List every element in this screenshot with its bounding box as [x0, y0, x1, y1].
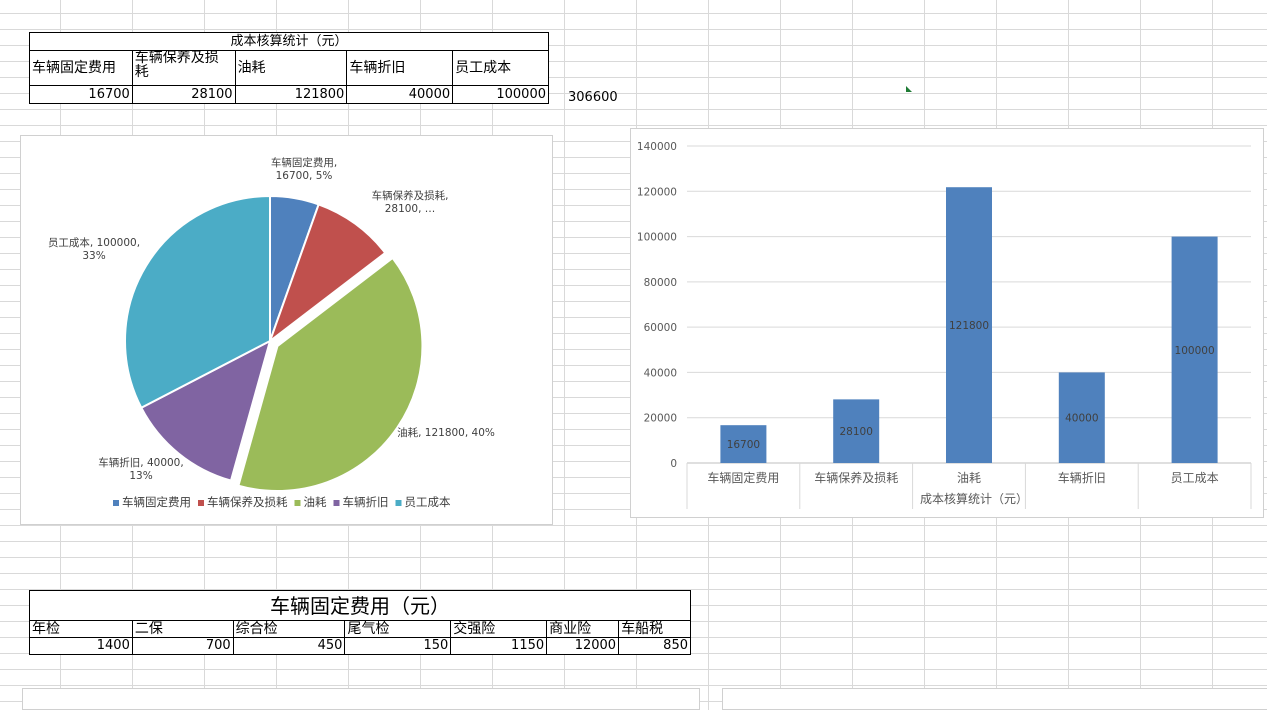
x-category-label: 车辆固定费用 [707, 470, 779, 485]
bar-data-label: 28100 [839, 426, 872, 438]
fixed-value-cell[interactable]: 450 [232, 637, 346, 655]
fixed-value-cell[interactable]: 150 [344, 637, 452, 655]
fixed-header-cell[interactable]: 车船税 [618, 620, 691, 638]
legend-label: 车辆保养及损耗 [207, 495, 288, 509]
cost-value-cell[interactable]: 121800 [234, 85, 348, 104]
cost-header-cell[interactable]: 车辆折旧 [346, 50, 454, 86]
bar[interactable] [720, 425, 767, 463]
pie-data-label: 油耗, 121800, 40% [397, 426, 495, 439]
cost-value-cell[interactable]: 28100 [131, 85, 236, 104]
fixed-header-cell[interactable]: 交强险 [450, 620, 548, 638]
pie-data-label: 16700, 5% [276, 170, 333, 182]
y-tick-label: 100000 [637, 232, 677, 244]
x-category-label: 车辆折旧 [1058, 470, 1106, 485]
pie-data-label: 车辆折旧, 40000, [98, 456, 183, 469]
legend-label: 车辆固定费用 [122, 495, 191, 509]
cost-value-cell[interactable]: 40000 [346, 85, 454, 104]
x-axis-title: 成本核算统计（元） [920, 491, 1028, 506]
pie-slice[interactable] [124, 194, 271, 410]
y-tick-label: 40000 [644, 367, 677, 379]
legend-swatch [333, 500, 340, 506]
pie-data-label: 13% [129, 470, 152, 482]
fixed-header-cell[interactable]: 综合检 [232, 620, 346, 638]
cost-table: 成本核算统计（元） 车辆固定费用 车辆保养及损耗 油耗 车辆折旧 员工成本 16… [29, 32, 549, 104]
y-tick-label: 20000 [644, 413, 677, 425]
x-category-label: 车辆保养及损耗 [814, 470, 898, 485]
pie-data-label: 车辆固定费用, [271, 156, 337, 169]
bar[interactable] [1058, 372, 1105, 463]
cost-value-cell[interactable]: 100000 [452, 85, 549, 104]
fixed-value-cell[interactable]: 850 [618, 637, 691, 655]
pie-data-label: 33% [82, 250, 105, 262]
cost-header-cell[interactable]: 油耗 [234, 50, 348, 86]
y-tick-label: 140000 [637, 141, 677, 153]
bar[interactable] [946, 187, 992, 463]
y-tick-label: 80000 [644, 277, 677, 289]
x-category-label: 油耗 [957, 471, 981, 485]
legend-label: 油耗 [304, 495, 327, 509]
bar-data-label: 16700 [727, 439, 760, 451]
cell-comment-marker [906, 86, 912, 92]
cost-header-cell[interactable]: 员工成本 [452, 50, 549, 86]
pie-chart[interactable]: 车辆固定费用, 16700, 5% 车辆保养及损耗, 28100, … 油耗, 1218… [20, 135, 553, 525]
fixed-header-cell[interactable]: 二保 [131, 620, 234, 638]
x-category-label: 员工成本 [1171, 471, 1219, 485]
pie-slice[interactable] [139, 339, 272, 482]
bar[interactable] [833, 399, 880, 463]
cost-table-title[interactable]: 成本核算统计（元） [29, 32, 549, 51]
fixed-header-cell[interactable]: 年检 [29, 620, 133, 638]
fixed-value-cell[interactable]: 12000 [546, 637, 620, 655]
bar-data-label: 100000 [1175, 345, 1215, 357]
cost-header-cell[interactable]: 车辆固定费用 [29, 50, 133, 86]
y-tick-label: 120000 [637, 186, 677, 198]
legend-label: 车辆折旧 [343, 495, 389, 509]
cost-total-cell[interactable]: 306600 [568, 90, 618, 105]
pie-data-label: 员工成本, 100000, [48, 236, 140, 249]
chart-edge[interactable] [22, 688, 700, 710]
pie-chart-svg: 车辆固定费用,16700, 5% 车辆保养及损耗,28100, … 油耗, 1218… [48, 156, 495, 509]
legend-swatch [395, 500, 402, 506]
legend-swatch [294, 500, 301, 506]
bar-chart-svg: 0 20000 40000 60000 80000 100000 120000 140000 1… [637, 141, 1252, 509]
cost-value-cell[interactable]: 16700 [29, 85, 133, 104]
fixed-header-cell[interactable]: 商业险 [546, 620, 620, 638]
bar-chart[interactable]: 0 20000 40000 60000 80000 100000 120000 140000 1… [630, 128, 1264, 518]
legend-swatch [198, 500, 204, 506]
fixed-table-title[interactable]: 车辆固定费用（元） [29, 590, 691, 621]
legend-swatch [113, 500, 119, 506]
fixed-value-cell[interactable]: 1150 [450, 637, 548, 655]
chart-edge[interactable] [722, 688, 1267, 710]
bar-data-label: 40000 [1065, 413, 1098, 425]
fixed-value-cell[interactable]: 1400 [29, 637, 133, 655]
pie-data-label: 车辆保养及损耗, [372, 189, 449, 202]
bar[interactable] [1171, 236, 1218, 463]
legend-label: 员工成本 [405, 495, 451, 509]
bar-data-label: 121800 [949, 320, 989, 332]
fixed-value-cell[interactable]: 700 [131, 637, 234, 655]
y-tick-label: 0 [670, 458, 677, 470]
cost-header-cell[interactable]: 车辆保养及损耗 [131, 50, 236, 86]
pie-slice[interactable] [267, 203, 387, 344]
y-tick-label: 60000 [644, 322, 677, 334]
pie-data-label: 28100, … [385, 203, 436, 215]
pie-slice[interactable] [237, 256, 424, 493]
fixed-header-cell[interactable]: 尾气检 [344, 620, 452, 638]
fixed-cost-table: 车辆固定费用（元） 年检 二保 综合检 尾气检 交强险 商业险 车船税 1400… [29, 590, 691, 655]
